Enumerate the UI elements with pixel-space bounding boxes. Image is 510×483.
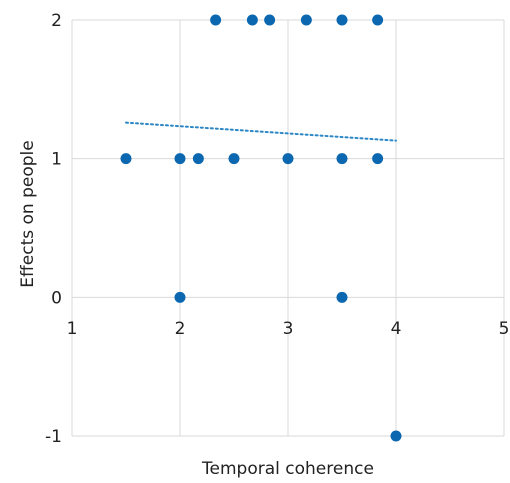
x-tick-label: 1	[67, 319, 78, 339]
data-point	[372, 153, 384, 165]
data-point	[174, 291, 186, 303]
data-point	[336, 14, 348, 26]
y-axis-title: Effects on people	[18, 140, 38, 287]
data-point	[174, 153, 186, 165]
data-point	[372, 14, 384, 26]
data-point	[300, 14, 312, 26]
grid-lines	[71, 19, 505, 437]
data-point	[336, 153, 348, 165]
data-point	[192, 153, 204, 165]
x-tick-label: 4	[391, 319, 402, 339]
data-point	[210, 14, 222, 26]
data-point	[390, 430, 402, 442]
x-axis-title: Temporal coherence	[201, 459, 374, 479]
data-point	[264, 14, 276, 26]
y-tick-label: 1	[51, 150, 62, 170]
x-tick-label: 5	[499, 319, 510, 339]
data-point	[282, 153, 294, 165]
data-point	[336, 291, 348, 303]
y-tick-label: 2	[51, 11, 62, 31]
x-tick-labels: 1 2 3 4 5	[67, 319, 510, 339]
y-tick-label: 0	[51, 288, 62, 308]
trendline	[125, 121, 397, 142]
y-tick-label: -1	[45, 427, 62, 447]
x-tick-label: 3	[283, 319, 294, 339]
data-point	[228, 153, 240, 165]
data-point	[246, 14, 258, 26]
data-point	[120, 153, 132, 165]
x-tick-label: 2	[175, 319, 186, 339]
trendline-layer	[125, 121, 397, 142]
y-tick-labels: -1 0 1 2	[45, 11, 62, 447]
data-points	[120, 14, 402, 442]
